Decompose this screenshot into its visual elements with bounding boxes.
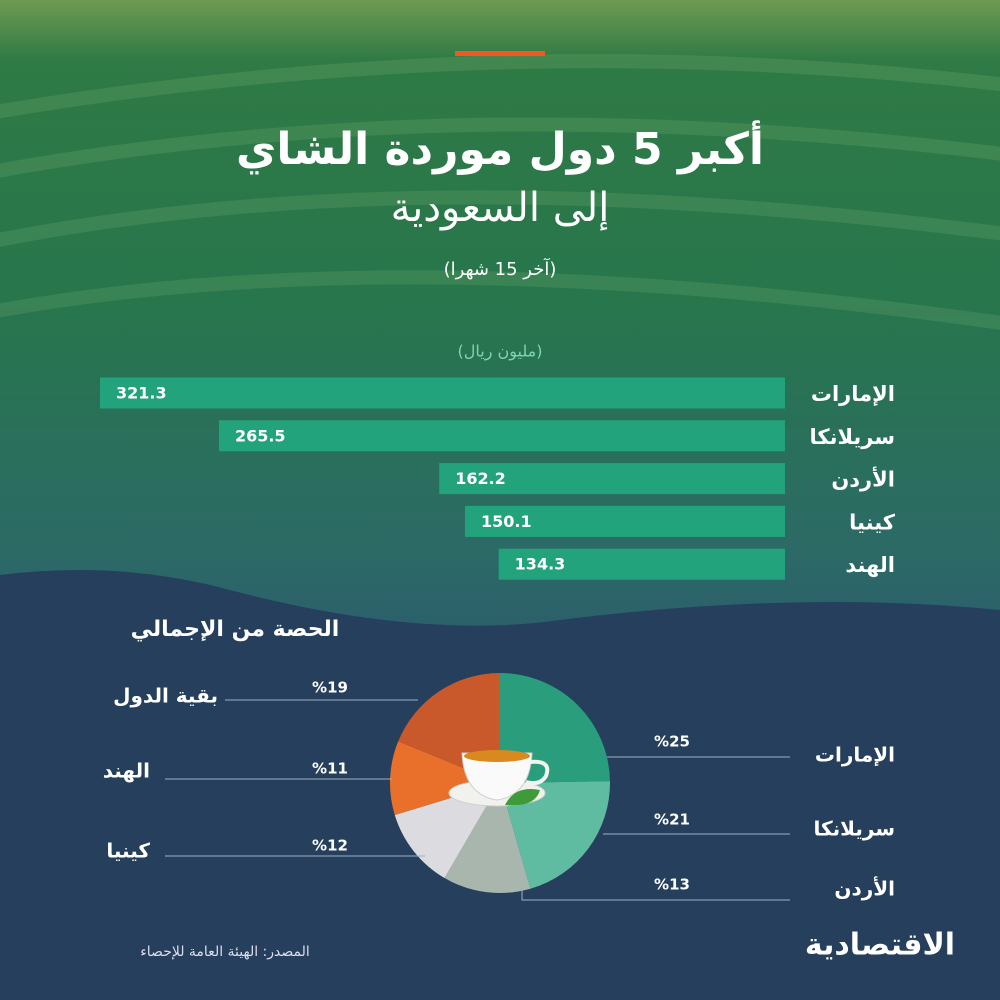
bar-value-label: 321.3 <box>116 384 167 403</box>
slice-value-label: %19 <box>312 679 348 697</box>
bar <box>439 463 785 495</box>
bar-value-label: 265.5 <box>235 426 286 445</box>
cup <box>461 752 533 801</box>
mint <box>505 789 540 806</box>
pie-title: الحصة من الإجمالي <box>131 617 340 642</box>
pie-slice <box>500 781 610 889</box>
bar-value-label: 134.3 <box>515 555 566 574</box>
teacup-icon <box>448 750 550 807</box>
bar-value-label: 162.2 <box>455 469 506 488</box>
slice-value-label: %21 <box>654 811 690 829</box>
slice-category-label: الأردن <box>834 876 895 901</box>
slice-category-label: كينيا <box>106 839 150 863</box>
bar <box>100 377 785 409</box>
category-label: الإمارات <box>811 382 895 406</box>
bar <box>464 505 785 537</box>
title: أكبر 5 دول موردة الشاي <box>236 120 764 175</box>
slice-value-label: %25 <box>654 733 690 751</box>
tea <box>464 750 530 762</box>
subtitle: إلى السعودية <box>391 185 610 231</box>
field-texture <box>0 54 1000 330</box>
bar <box>498 548 785 580</box>
note: (آخر 15 شهرا) <box>444 257 557 280</box>
pie-slice <box>444 783 531 893</box>
handle <box>525 759 550 786</box>
leader-line <box>521 888 790 901</box>
slice-category-label: الهند <box>103 759 150 783</box>
bar <box>218 420 785 452</box>
pie-slice <box>394 783 500 878</box>
slice-category-label: سريلانكا <box>814 817 895 841</box>
category-label: الهند <box>845 553 895 577</box>
category-label: كينيا <box>849 510 896 534</box>
bar-value-label: 150.1 <box>481 512 532 531</box>
logo: الاقتصادية <box>805 928 955 963</box>
unit-label: (مليون ريال) <box>458 342 543 362</box>
category-label: سريلانكا <box>809 425 895 449</box>
slice-value-label: %13 <box>654 876 690 894</box>
slice-value-label: %12 <box>312 837 348 855</box>
accent-bar <box>455 51 545 56</box>
slice-category-label: بقية الدول <box>113 684 218 708</box>
pie-slice <box>390 741 500 816</box>
category-label: الأردن <box>831 466 895 492</box>
source: المصدر: الهيئة العامة للإحصاء <box>140 944 310 960</box>
slice-value-label: %11 <box>312 760 348 778</box>
slice-category-label: الإمارات <box>815 743 895 767</box>
